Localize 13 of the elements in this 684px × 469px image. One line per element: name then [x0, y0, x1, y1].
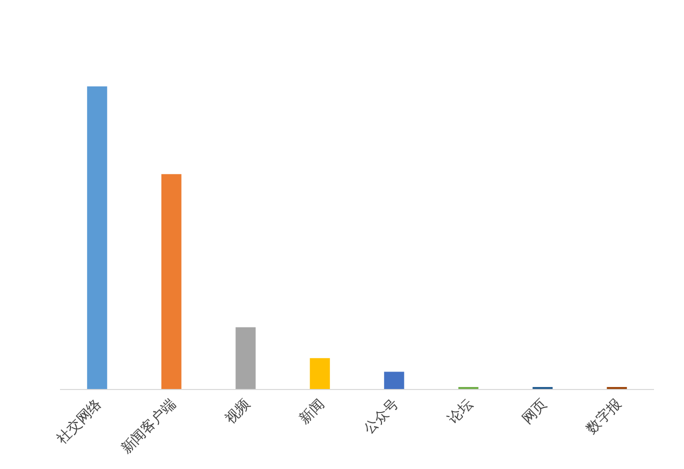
x-tick-label: 视频 — [222, 396, 254, 428]
x-tick-label: 社交网络 — [54, 396, 105, 448]
x-tick-label: 数字报 — [584, 396, 625, 438]
x-tick-label: 新闻客户端 — [118, 396, 180, 458]
bar — [310, 358, 330, 389]
x-tick-label: 网页 — [519, 396, 550, 428]
x-tick-label: 新闻 — [296, 396, 328, 428]
bar — [384, 372, 404, 389]
bar — [236, 327, 256, 389]
x-tick-label: 公众号 — [360, 396, 402, 438]
bar — [161, 174, 182, 389]
bar — [87, 86, 108, 389]
x-tick-label: 论坛 — [445, 396, 476, 428]
